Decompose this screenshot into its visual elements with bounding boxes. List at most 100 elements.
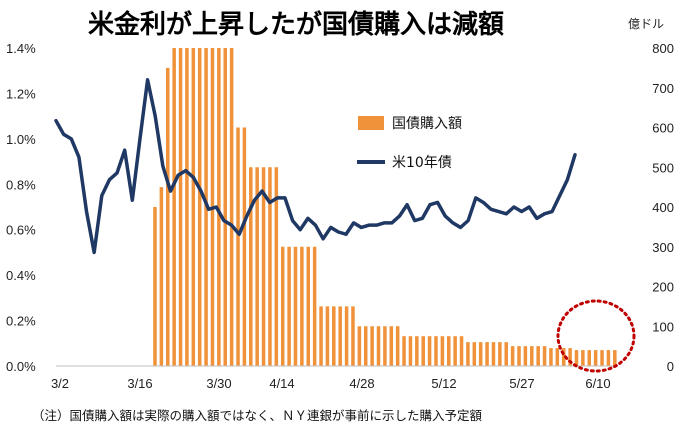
legend: 国債購入額 米10年債 xyxy=(357,116,462,171)
left-tick-label: 0.2% xyxy=(6,314,36,329)
chart-title: 米金利が上昇したが国債購入は減額 xyxy=(88,9,504,40)
right-tick-label: 300 xyxy=(652,240,674,255)
bar xyxy=(427,336,432,366)
left-tick-label: 0.4% xyxy=(6,268,36,283)
bar xyxy=(536,346,540,367)
line-layer xyxy=(54,78,577,255)
bar xyxy=(325,306,330,367)
bar xyxy=(504,342,508,366)
bar xyxy=(459,336,464,366)
bar xyxy=(370,326,374,366)
bar xyxy=(568,348,572,366)
bar xyxy=(191,48,196,366)
bar xyxy=(606,350,611,366)
bar xyxy=(274,167,279,366)
bar xyxy=(178,48,183,366)
bar xyxy=(363,326,368,366)
bar xyxy=(351,306,355,367)
bar xyxy=(287,246,291,366)
legend-swatch-bar xyxy=(358,116,384,130)
bar xyxy=(549,348,553,366)
right-tick-label: 700 xyxy=(652,81,674,96)
bar xyxy=(249,167,253,366)
bar xyxy=(312,246,317,366)
bar xyxy=(466,342,470,366)
bar xyxy=(613,350,617,366)
bar xyxy=(159,187,164,367)
x-tick-label: 3/30 xyxy=(206,376,231,391)
bar xyxy=(485,342,489,366)
bar xyxy=(236,127,240,366)
highlight-circle xyxy=(556,299,636,373)
bar xyxy=(415,336,419,366)
bar xyxy=(523,346,528,367)
x-tick-label: 5/27 xyxy=(509,376,534,391)
bar xyxy=(517,346,521,367)
left-tick-label: 1.4% xyxy=(6,41,36,56)
bar xyxy=(600,350,604,366)
bar xyxy=(561,348,566,366)
bar xyxy=(255,167,259,366)
bar xyxy=(434,336,438,366)
bar xyxy=(478,342,483,366)
bar xyxy=(383,326,387,366)
bar xyxy=(223,48,227,366)
bar xyxy=(581,350,585,366)
bar xyxy=(440,336,445,366)
bar xyxy=(242,127,247,366)
left-tick-label: 1.0% xyxy=(6,132,36,147)
bar xyxy=(344,306,349,367)
right-tick-label: 800 xyxy=(652,41,674,56)
axes-layer: 0.0% 0.2% 0.4% 0.6% 0.8% 1.0% 1.2% 1.4% 0 100 200 3… xyxy=(6,41,674,391)
right-tick-label: 600 xyxy=(652,121,674,136)
bar xyxy=(268,167,272,366)
right-tick-label: 500 xyxy=(652,160,674,175)
bar xyxy=(300,246,304,366)
bar xyxy=(491,342,496,366)
bar xyxy=(261,167,266,366)
bar xyxy=(510,346,515,367)
legend-label-line: 米10年債 xyxy=(392,155,452,171)
bar xyxy=(542,346,547,367)
left-tick-label: 0.6% xyxy=(6,223,36,238)
bar xyxy=(357,326,362,366)
bar xyxy=(402,336,406,366)
bar xyxy=(293,246,298,366)
bar xyxy=(280,246,285,366)
right-axis-unit: 億ドル xyxy=(628,17,664,31)
bar xyxy=(530,346,534,367)
right-tick-label: 200 xyxy=(652,280,674,295)
bars-layer xyxy=(153,48,617,367)
x-tick-label: 3/2 xyxy=(51,376,69,391)
bar xyxy=(389,326,394,366)
bar xyxy=(555,348,560,366)
bar xyxy=(498,342,502,366)
bar xyxy=(332,306,336,367)
bar xyxy=(587,350,592,366)
bar xyxy=(338,306,342,367)
x-tick-label: 4/28 xyxy=(349,376,374,391)
bar xyxy=(472,342,477,366)
bar xyxy=(447,336,451,366)
bar xyxy=(395,326,400,366)
bar xyxy=(421,336,425,366)
bar xyxy=(153,207,157,366)
bar xyxy=(172,48,176,366)
left-tick-label: 0.0% xyxy=(6,359,36,374)
x-tick-label: 3/16 xyxy=(127,376,152,391)
x-tick-label: 6/10 xyxy=(585,376,610,391)
bar xyxy=(229,48,234,366)
bar xyxy=(453,336,457,366)
bar xyxy=(217,48,221,366)
right-tick-label: 100 xyxy=(652,319,674,334)
x-tick-label: 4/14 xyxy=(269,376,294,391)
footnote: （注）国債購入額は実際の購入額ではなく、ＮＹ連銀が事前に示した購入予定額 xyxy=(32,408,483,423)
right-tick-label: 0 xyxy=(667,359,674,374)
x-tick-label: 5/12 xyxy=(431,376,456,391)
bar xyxy=(376,326,381,366)
bar xyxy=(197,48,202,366)
treasury-10y-line xyxy=(54,78,577,255)
bar xyxy=(593,350,598,366)
bar xyxy=(319,306,323,367)
left-tick-label: 0.8% xyxy=(6,177,36,192)
